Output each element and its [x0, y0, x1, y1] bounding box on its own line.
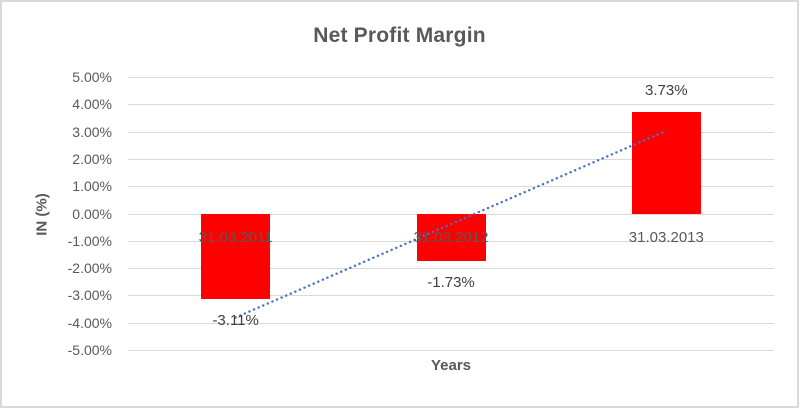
- gridline: [128, 350, 774, 351]
- x-axis-category-label: 31.03.2012: [413, 229, 489, 246]
- y-axis-tick-label: -2.00%: [67, 260, 112, 277]
- x-axis-category-label: 31.03.2013: [628, 229, 704, 246]
- y-axis-tick-label: -4.00%: [67, 314, 112, 331]
- y-axis-tick-label: 5.00%: [72, 69, 112, 85]
- y-axis-tick-label: 4.00%: [72, 96, 112, 113]
- y-axis-tick-label: -5.00%: [67, 342, 112, 358]
- gridline: [128, 77, 774, 78]
- y-axis-tick-label: 1.00%: [72, 178, 112, 195]
- y-axis-tick-label: -3.00%: [67, 287, 112, 304]
- data-label: -3.11%: [212, 311, 259, 329]
- bar[interactable]: [631, 112, 701, 214]
- y-axis-tick-label: 3.00%: [72, 123, 112, 140]
- y-axis-tick-label: -1.00%: [67, 232, 112, 249]
- y-axis-tick-label: 2.00%: [72, 150, 112, 167]
- bar[interactable]: [201, 214, 271, 299]
- chart-title: Net Profit Margin: [313, 24, 486, 47]
- x-axis-title: Years: [430, 357, 472, 374]
- data-label: 3.73%: [645, 82, 688, 100]
- x-axis-category-label: 31.03.2011: [198, 229, 273, 246]
- gridline: [128, 322, 774, 324]
- data-label: -1.73%: [427, 274, 475, 292]
- y-axis-tick-label: 0.00%: [72, 205, 112, 222]
- gridline: [128, 104, 774, 106]
